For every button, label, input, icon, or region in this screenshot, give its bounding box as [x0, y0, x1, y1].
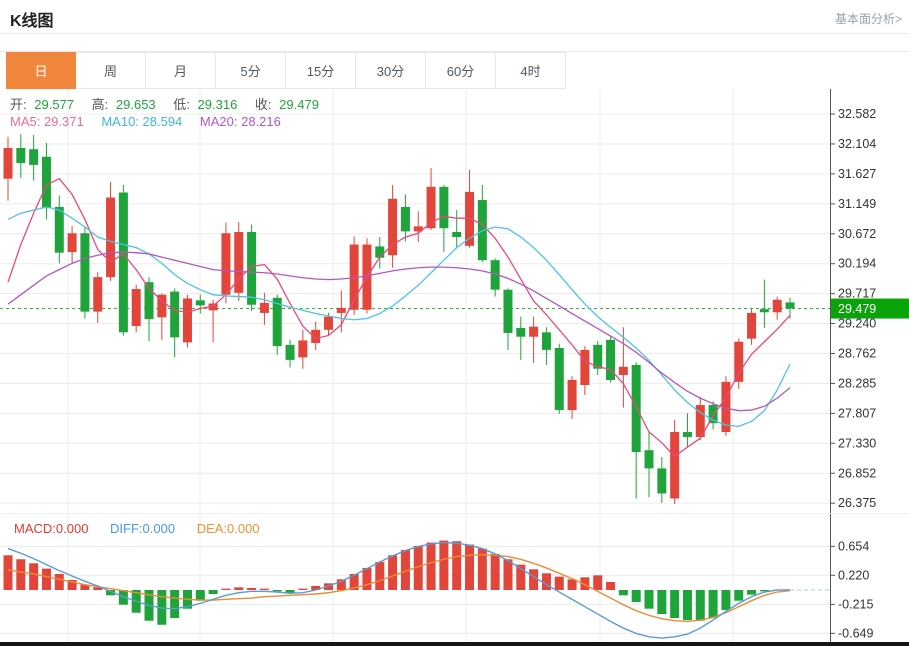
ma5-legend: MA5: 29.371 [10, 114, 84, 129]
macd-y-axis-labels: 0.654 0.220 -0.215 -0.649 [830, 539, 873, 640]
diff-line [7, 541, 791, 639]
main-y-axis-labels: 32.582 32.104 31.627 31.149 30.672 30.194 29.7… [830, 107, 876, 510]
tab-month[interactable]: 月 [146, 52, 216, 89]
tab-min5[interactable]: 5分 [216, 52, 286, 89]
svg-text:0.654: 0.654 [838, 539, 869, 553]
ma20-line [7, 251, 791, 412]
svg-text:26.852: 26.852 [838, 466, 876, 480]
low-value: 29.316 [197, 97, 238, 112]
svg-text:31.149: 31.149 [838, 197, 876, 211]
tab-week[interactable]: 周 [76, 52, 146, 89]
ma-legend: MA5: 29.371 MA10: 28.594 MA20: 28.216 [10, 114, 285, 129]
svg-text:31.627: 31.627 [838, 167, 876, 181]
candlestick-chart[interactable]: 32.582 32.104 31.627 31.149 30.672 30.194 29.7… [0, 89, 909, 513]
close-label: 收: [254, 97, 272, 112]
svg-text:-0.649: -0.649 [838, 626, 873, 640]
main-gridlines [0, 89, 830, 513]
svg-text:29.240: 29.240 [838, 317, 876, 331]
dea-line [7, 553, 791, 623]
tab-day[interactable]: 日 [6, 52, 76, 89]
open-label: 开: [10, 97, 27, 112]
diff-value: DIFF:0.000 [110, 521, 176, 536]
ma20-legend: MA20: 28.216 [199, 114, 281, 129]
ohlc-legend: 开: 29.577 高: 29.653 低: 29.316 收: 29.479 [10, 94, 323, 113]
header: K线图 基本面分析> [0, 0, 909, 34]
tab-hour4[interactable]: 4时 [496, 52, 566, 89]
macd-value: MACD:0.000 [14, 521, 89, 536]
svg-text:27.330: 27.330 [838, 436, 876, 450]
svg-text:30.194: 30.194 [838, 257, 876, 271]
low-label: 低: [173, 97, 190, 112]
high-value: 29.653 [115, 97, 156, 112]
macd-histogram [3, 540, 769, 625]
svg-text:28.762: 28.762 [838, 347, 876, 361]
macd-legend: MACD:0.000 DIFF:0.000 DEA:0.000 [14, 521, 278, 536]
ma5-line [7, 177, 791, 458]
dea-value: DEA:0.000 [196, 521, 260, 536]
page-title: K线图 [10, 13, 54, 30]
svg-text:32.104: 32.104 [838, 137, 876, 151]
bottom-edge-bar [0, 642, 909, 646]
fundamental-analysis-link[interactable]: 基本面分析> [834, 12, 902, 26]
close-value: 29.479 [279, 97, 319, 112]
high-label: 高: [91, 97, 109, 112]
svg-text:29.717: 29.717 [838, 287, 876, 301]
svg-text:27.807: 27.807 [838, 406, 876, 420]
period-tab-bar: 日周月 5分 15分 30分 60分 4时 [0, 51, 909, 89]
svg-text:32.582: 32.582 [838, 107, 876, 121]
svg-text:28.285: 28.285 [838, 376, 876, 390]
current-price-marker: 29.479 [831, 298, 909, 319]
svg-text:29.479: 29.479 [838, 302, 876, 316]
svg-text:26.375: 26.375 [838, 496, 876, 510]
ma10-legend: MA10: 28.594 [101, 114, 183, 129]
open-value: 29.577 [34, 97, 75, 112]
svg-text:30.672: 30.672 [838, 227, 876, 241]
tab-min15[interactable]: 15分 [286, 52, 356, 89]
tab-min60[interactable]: 60分 [426, 52, 496, 89]
svg-text:-0.215: -0.215 [838, 597, 873, 611]
candlesticks [3, 134, 795, 505]
tab-min30[interactable]: 30分 [356, 52, 426, 89]
svg-text:0.220: 0.220 [838, 568, 869, 582]
ma10-line [7, 206, 791, 428]
macd-chart[interactable]: 0.654 0.220 -0.215 -0.649 [0, 513, 909, 645]
